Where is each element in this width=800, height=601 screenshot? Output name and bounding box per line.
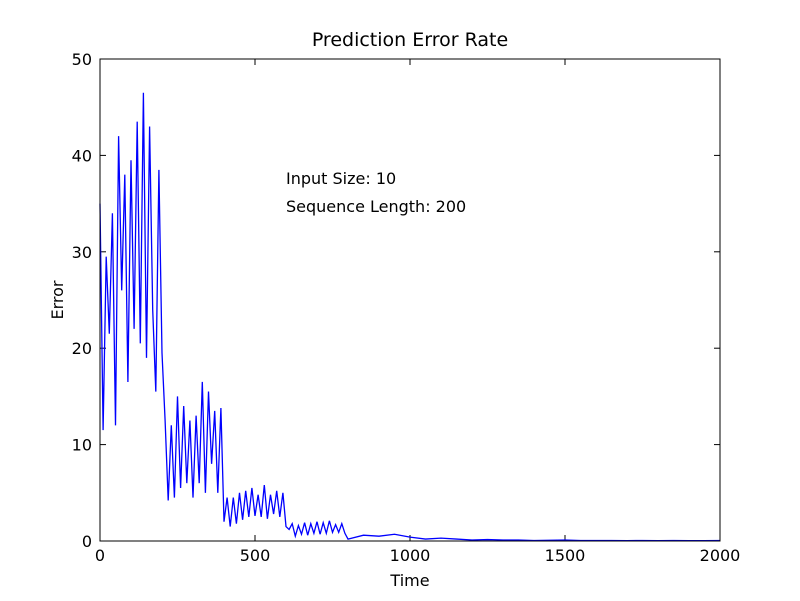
chart-title: Prediction Error Rate — [312, 29, 508, 51]
x-tick-label: 0 — [95, 546, 105, 565]
annotation: Sequence Length: 200 — [286, 197, 466, 216]
y-tick-label: 0 — [82, 532, 92, 551]
x-tick-label: 1500 — [545, 546, 586, 565]
y-tick-label: 20 — [72, 339, 92, 358]
plot-frame — [99, 58, 721, 542]
x-tick-label: 1000 — [390, 546, 431, 565]
y-tick-label: 40 — [72, 146, 92, 165]
x-tick-label: 2000 — [700, 546, 741, 565]
x-tick-label: 500 — [240, 546, 271, 565]
data-line — [99, 92, 721, 542]
y-tick-label: 50 — [72, 50, 92, 69]
x-axis-label: Time — [389, 571, 429, 590]
y-axis-label: Error — [48, 280, 67, 319]
y-tick-label: 30 — [72, 243, 92, 262]
y-tick-label: 10 — [72, 436, 92, 455]
annotation: Input Size: 10 — [286, 169, 396, 188]
